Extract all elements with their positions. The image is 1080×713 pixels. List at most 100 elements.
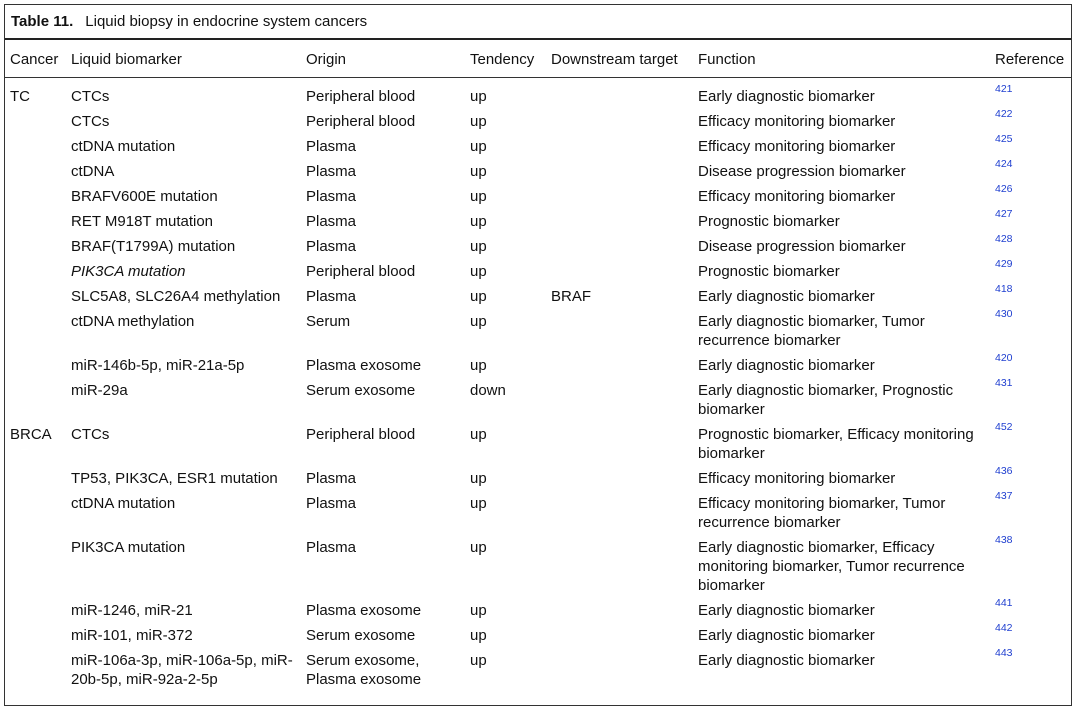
biomarker: CTCs	[71, 113, 110, 130]
cancer-cell	[5, 109, 66, 134]
biomarker: CTCs	[71, 426, 110, 443]
origin: Plasma	[306, 539, 357, 556]
reference-cell: 441	[993, 598, 1071, 623]
function-cell: Prognostic biomarker	[693, 209, 993, 234]
origin-cell: Plasma	[301, 284, 465, 309]
function-cell: Efficacy monitoring biomarker	[693, 109, 993, 134]
table-row: miR-106a-3p, miR-106a-5p, miR-20b-5p, mi…	[5, 648, 1071, 692]
tendency-cell: up	[465, 623, 546, 648]
function: Efficacy monitoring biomarker	[698, 188, 896, 205]
reference: 426	[995, 183, 1013, 195]
tendency: up	[470, 539, 487, 556]
biomarker: miR-146b-5p, miR-21a-5p	[71, 357, 245, 374]
function: Disease progression biomarker	[698, 163, 906, 180]
reference: 441	[995, 597, 1013, 609]
origin: Plasma	[306, 188, 357, 205]
table-row: TP53, PIK3CA, ESR1 mutation Plasma up Effic…	[5, 466, 1071, 491]
reference: 420	[995, 352, 1013, 364]
column-header: Liquid biomarker	[66, 40, 301, 78]
function: Early diagnostic biomarker	[698, 88, 875, 105]
origin: Peripheral blood	[306, 88, 416, 105]
reference: 431	[995, 377, 1013, 389]
tendency-cell: up	[465, 234, 546, 259]
tendency-cell: up	[465, 535, 546, 598]
target-cell	[546, 109, 693, 134]
origin: Plasma	[306, 495, 357, 512]
reference-cell: 436	[993, 466, 1071, 491]
tendency: up	[470, 495, 487, 512]
cancer-cell	[5, 378, 66, 422]
table-body: TC CTCs Peripheral blood up Early diagnostic…	[5, 78, 1071, 693]
tendency-cell: up	[465, 491, 546, 535]
tendency-cell: up	[465, 309, 546, 353]
tendency-cell: up	[465, 259, 546, 284]
function-cell: Early diagnostic biomarker	[693, 623, 993, 648]
function-cell: Disease progression biomarker	[693, 234, 993, 259]
reference: 424	[995, 158, 1013, 170]
target-cell	[546, 234, 693, 259]
function: Early diagnostic biomarker, Tumor recurr…	[698, 313, 925, 349]
reference: 430	[995, 308, 1013, 320]
origin: Serum exosome	[306, 627, 416, 644]
column-header: Reference	[993, 40, 1071, 78]
title-bar: Table 11. Liquid biopsy in endocrine sys…	[5, 5, 1071, 40]
cancer-cell	[5, 284, 66, 309]
function-cell: Early diagnostic biomarker	[693, 598, 993, 623]
biomarker-cell: RET M918T mutation	[66, 209, 301, 234]
function-cell: Disease progression biomarker	[693, 159, 993, 184]
table-row: PIK3CA mutation Peripheral blood up Prognos…	[5, 259, 1071, 284]
cancer-cell	[5, 259, 66, 284]
reference: 452	[995, 421, 1013, 433]
target-cell	[546, 466, 693, 491]
table-row: BRCA CTCs Peripheral blood up Prognostic bio…	[5, 422, 1071, 466]
reference-cell: 428	[993, 234, 1071, 259]
origin: Peripheral blood	[306, 263, 416, 280]
target-cell	[546, 78, 693, 110]
tendency: up	[470, 113, 487, 130]
target-cell	[546, 309, 693, 353]
cancer-cell	[5, 184, 66, 209]
tendency-cell: up	[465, 134, 546, 159]
function: Disease progression biomarker	[698, 238, 906, 255]
biomarker: BRAF(T1799A) mutation	[71, 238, 236, 255]
reference: 442	[995, 622, 1013, 634]
reference-cell: 452	[993, 422, 1071, 466]
biomarker-cell: miR-1246, miR-21	[66, 598, 301, 623]
biomarker-cell: miR-106a-3p, miR-106a-5p, miR-20b-5p, mi…	[66, 648, 301, 692]
biomarker-cell: miR-101, miR-372	[66, 623, 301, 648]
origin-cell: Plasma	[301, 209, 465, 234]
tendency: up	[470, 313, 487, 330]
biomarker-cell: TP53, PIK3CA, ESR1 mutation	[66, 466, 301, 491]
function: Early diagnostic biomarker	[698, 357, 875, 374]
table-row: CTCs Peripheral blood up Efficacy monitorin…	[5, 109, 1071, 134]
cancer-cell	[5, 209, 66, 234]
biomarker: miR-106a-3p, miR-106a-5p, miR-20b-5p, mi…	[71, 652, 293, 688]
tendency-cell: up	[465, 284, 546, 309]
cancer-cell	[5, 466, 66, 491]
table-row: SLC5A8, SLC26A4 methylation Plasma up BRAF E…	[5, 284, 1071, 309]
target: BRAF	[551, 288, 592, 305]
function: Efficacy monitoring biomarker	[698, 138, 896, 155]
biomarker-cell: CTCs	[66, 109, 301, 134]
cancer-cell	[5, 535, 66, 598]
tendency-cell: up	[465, 422, 546, 466]
table-title: Liquid biopsy in endocrine system cancer…	[85, 13, 368, 30]
function: Early diagnostic biomarker	[698, 288, 875, 305]
reference-cell: 421	[993, 78, 1071, 110]
tendency-cell: up	[465, 466, 546, 491]
tendency: up	[470, 138, 487, 155]
column-header: Cancer	[5, 40, 66, 78]
biomarker: CTCs	[71, 88, 110, 105]
table-row: BRAFV600E mutation Plasma up Efficacy monit…	[5, 184, 1071, 209]
target-cell	[546, 353, 693, 378]
function: Prognostic biomarker	[698, 263, 840, 280]
origin: Plasma	[306, 238, 357, 255]
target-cell: BRAF	[546, 284, 693, 309]
biomarker-cell: CTCs	[66, 422, 301, 466]
biomarker: ctDNA mutation	[71, 138, 176, 155]
target-cell	[546, 259, 693, 284]
tendency: up	[470, 163, 487, 180]
table-row: miR-101, miR-372 Serum exosome up Early dia…	[5, 623, 1071, 648]
origin: Plasma exosome	[306, 357, 422, 374]
